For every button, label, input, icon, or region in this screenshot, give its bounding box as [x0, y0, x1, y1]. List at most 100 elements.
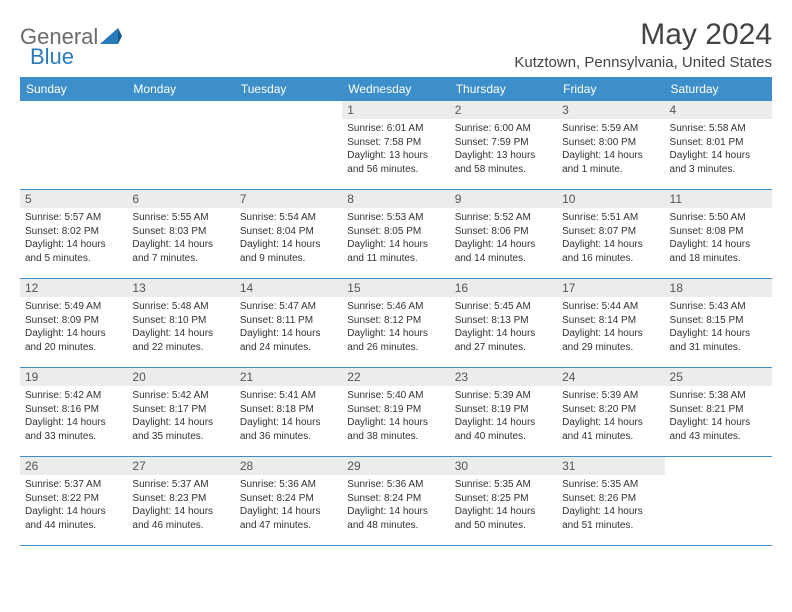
sunset-text: Sunset: 8:02 PM [25, 225, 122, 239]
day-header-tuesday: Tuesday [235, 77, 342, 101]
day-details: Sunrise: 5:52 AMSunset: 8:06 PMDaylight:… [450, 208, 557, 270]
sunrise-text: Sunrise: 5:57 AM [25, 211, 122, 225]
empty-cell [665, 457, 772, 545]
sunrise-text: Sunrise: 5:36 AM [240, 478, 337, 492]
day-details: Sunrise: 5:46 AMSunset: 8:12 PMDaylight:… [342, 297, 449, 359]
daylight-text-1: Daylight: 14 hours [132, 505, 229, 519]
daylight-text-2: and 29 minutes. [562, 341, 659, 355]
week-row: 19 Sunrise: 5:42 AM Sunset: 8:16 PM Dayligh… [20, 368, 772, 457]
daylight-text-1: Daylight: 14 hours [562, 238, 659, 252]
sunrise-text: Sunrise: 5:58 AM [670, 122, 767, 136]
day-number: 5 [20, 190, 127, 208]
daylight-text-2: and 41 minutes. [562, 430, 659, 444]
sunset-text: Sunset: 7:58 PM [347, 136, 444, 150]
day-details: Sunrise: 5:39 AMSunset: 8:20 PMDaylight:… [557, 386, 664, 448]
day-number: 24 [557, 368, 664, 386]
title-block: May 2024 Kutztown, Pennsylvania, United … [514, 18, 772, 71]
day-details: Sunrise: 5:49 AMSunset: 8:09 PMDaylight:… [20, 297, 127, 359]
sunset-text: Sunset: 8:09 PM [25, 314, 122, 328]
day-cell: 27Sunrise: 5:37 AMSunset: 8:23 PMDayligh… [127, 457, 234, 545]
daylight-text-2: and 27 minutes. [455, 341, 552, 355]
daylight-text-2: and 7 minutes. [132, 252, 229, 266]
daylight-text-1: Daylight: 14 hours [347, 327, 444, 341]
day-number: 28 [235, 457, 342, 475]
daylight-text-2: and 43 minutes. [670, 430, 767, 444]
sunset-text: Sunset: 8:16 PM [25, 403, 122, 417]
daylight-text-2: and 14 minutes. [455, 252, 552, 266]
day-details: Sunrise: 5:51 AMSunset: 8:07 PMDaylight:… [557, 208, 664, 270]
day-header-saturday: Saturday [665, 77, 772, 101]
sunset-text: Sunset: 8:20 PM [562, 403, 659, 417]
day-number: 25 [665, 368, 772, 386]
month-title: May 2024 [514, 18, 772, 52]
daylight-text-2: and 36 minutes. [240, 430, 337, 444]
sunrise-text: Sunrise: 5:39 AM [455, 389, 552, 403]
day-number: 27 [127, 457, 234, 475]
sunrise-text: Sunrise: 5:50 AM [670, 211, 767, 225]
day-cell: 25Sunrise: 5:38 AMSunset: 8:21 PMDayligh… [665, 368, 772, 456]
daylight-text-2: and 50 minutes. [455, 519, 552, 533]
day-cell: 9Sunrise: 5:52 AMSunset: 8:06 PMDaylight… [450, 190, 557, 278]
daylight-text-1: Daylight: 14 hours [347, 416, 444, 430]
day-cell: 19Sunrise: 5:42 AMSunset: 8:16 PMDayligh… [20, 368, 127, 456]
sunrise-text: Sunrise: 5:54 AM [240, 211, 337, 225]
sunrise-text: Sunrise: 5:45 AM [455, 300, 552, 314]
daylight-text-2: and 9 minutes. [240, 252, 337, 266]
daylight-text-2: and 16 minutes. [562, 252, 659, 266]
day-number: 20 [127, 368, 234, 386]
day-cell: 23Sunrise: 5:39 AMSunset: 8:19 PMDayligh… [450, 368, 557, 456]
daylight-text-1: Daylight: 14 hours [240, 238, 337, 252]
day-number: 23 [450, 368, 557, 386]
day-details: Sunrise: 5:54 AMSunset: 8:04 PMDaylight:… [235, 208, 342, 270]
day-details: Sunrise: 5:37 AMSunset: 8:22 PMDaylight:… [20, 475, 127, 537]
day-number: 8 [342, 190, 449, 208]
daylight-text-1: Daylight: 14 hours [670, 416, 767, 430]
sunrise-text: Sunrise: 5:48 AM [132, 300, 229, 314]
day-number: 19 [20, 368, 127, 386]
sunset-text: Sunset: 8:04 PM [240, 225, 337, 239]
daylight-text-2: and 35 minutes. [132, 430, 229, 444]
daylight-text-2: and 5 minutes. [25, 252, 122, 266]
day-details: Sunrise: 5:53 AMSunset: 8:05 PMDaylight:… [342, 208, 449, 270]
day-number: 30 [450, 457, 557, 475]
daylight-text-1: Daylight: 14 hours [562, 505, 659, 519]
day-details: Sunrise: 5:59 AMSunset: 8:00 PMDaylight:… [557, 119, 664, 181]
sunrise-text: Sunrise: 5:42 AM [132, 389, 229, 403]
empty-cell [235, 101, 342, 189]
day-details: Sunrise: 5:42 AMSunset: 8:17 PMDaylight:… [127, 386, 234, 448]
sunset-text: Sunset: 8:11 PM [240, 314, 337, 328]
day-number: 15 [342, 279, 449, 297]
sunrise-text: Sunrise: 5:49 AM [25, 300, 122, 314]
daylight-text-1: Daylight: 14 hours [25, 238, 122, 252]
day-number: 9 [450, 190, 557, 208]
day-details: Sunrise: 5:37 AMSunset: 8:23 PMDaylight:… [127, 475, 234, 537]
daylight-text-1: Daylight: 13 hours [347, 149, 444, 163]
day-cell: 24Sunrise: 5:39 AMSunset: 8:20 PMDayligh… [557, 368, 664, 456]
day-details: Sunrise: 5:58 AMSunset: 8:01 PMDaylight:… [665, 119, 772, 181]
day-details: Sunrise: 5:45 AMSunset: 8:13 PMDaylight:… [450, 297, 557, 359]
logo-word2: Blue [30, 44, 74, 70]
daylight-text-1: Daylight: 14 hours [240, 327, 337, 341]
day-header-monday: Monday [127, 77, 234, 101]
sunset-text: Sunset: 8:00 PM [562, 136, 659, 150]
day-cell: 17Sunrise: 5:44 AMSunset: 8:14 PMDayligh… [557, 279, 664, 367]
daylight-text-1: Daylight: 14 hours [455, 416, 552, 430]
daylight-text-2: and 47 minutes. [240, 519, 337, 533]
sunrise-text: Sunrise: 5:44 AM [562, 300, 659, 314]
sunset-text: Sunset: 8:18 PM [240, 403, 337, 417]
daylight-text-2: and 44 minutes. [25, 519, 122, 533]
sunrise-text: Sunrise: 5:39 AM [562, 389, 659, 403]
sunset-text: Sunset: 8:12 PM [347, 314, 444, 328]
day-cell: 11Sunrise: 5:50 AMSunset: 8:08 PMDayligh… [665, 190, 772, 278]
day-cell: 6Sunrise: 5:55 AMSunset: 8:03 PMDaylight… [127, 190, 234, 278]
daylight-text-2: and 11 minutes. [347, 252, 444, 266]
day-cell: 26Sunrise: 5:37 AMSunset: 8:22 PMDayligh… [20, 457, 127, 545]
daylight-text-2: and 31 minutes. [670, 341, 767, 355]
daylight-text-1: Daylight: 14 hours [347, 238, 444, 252]
daylight-text-2: and 24 minutes. [240, 341, 337, 355]
day-number: 4 [665, 101, 772, 119]
day-cell: 29Sunrise: 5:36 AMSunset: 8:24 PMDayligh… [342, 457, 449, 545]
day-cell: 31Sunrise: 5:35 AMSunset: 8:26 PMDayligh… [557, 457, 664, 545]
day-number: 13 [127, 279, 234, 297]
day-number: 2 [450, 101, 557, 119]
